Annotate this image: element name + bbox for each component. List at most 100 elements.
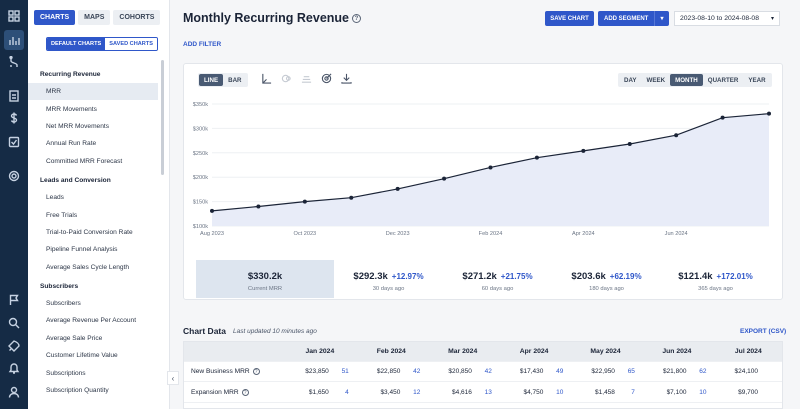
chart-type-line[interactable]: LINE — [199, 74, 224, 86]
grid-icon[interactable] — [4, 6, 24, 26]
last-updated-text: Last updated 10 minutes ago — [233, 328, 317, 335]
export-csv-link[interactable]: EXPORT (CSV) — [740, 328, 787, 335]
chart-item-mrr-movements[interactable]: MRR Movements — [46, 105, 97, 113]
column-header: Jun 2024 — [662, 348, 692, 355]
add-segment-button[interactable]: ADD SEGMENT — [598, 11, 654, 26]
period-day[interactable]: DAY — [624, 76, 637, 84]
date-range-text: 2023-08-10 to 2024-08-08 — [680, 15, 759, 22]
collapse-panel-button[interactable]: ‹ — [167, 371, 179, 385]
cell-count-link[interactable]: 65 — [627, 368, 635, 375]
chart-item-leads[interactable]: Leads — [46, 194, 64, 202]
cell-amount: $7,100 — [666, 389, 687, 396]
table-cell: $1,458 7 — [569, 389, 641, 396]
save-chart-button[interactable]: SAVE CHART — [545, 11, 594, 26]
row-label-text: Expansion MRR — [191, 389, 239, 396]
column-header: Jan 2024 — [305, 348, 335, 355]
flag-icon[interactable] — [4, 290, 24, 310]
cell-count-link[interactable]: 49 — [556, 368, 564, 375]
table-cell: $7,100 10 — [641, 389, 713, 396]
stat-change: +172.01% — [716, 272, 753, 281]
panel-tabs: CHARTS MAPS COHORTS — [34, 10, 161, 25]
settings-icon[interactable] — [4, 166, 24, 186]
rocket-icon[interactable] — [4, 336, 24, 356]
dollar-icon[interactable] — [4, 108, 24, 128]
cell-amount: $17,430 — [519, 368, 544, 375]
report-icon[interactable] — [4, 86, 24, 106]
chart-item-pipeline-funnel-analysis[interactable]: Pipeline Funnel Analysis — [46, 246, 118, 254]
chart-item-average-sale-price[interactable]: Average Sale Price — [46, 334, 103, 342]
cell-count-link[interactable]: 4 — [345, 389, 349, 396]
add-segment-dropdown[interactable]: ▾ — [654, 11, 669, 26]
user-icon[interactable] — [4, 382, 24, 402]
date-range-picker[interactable]: 2023-08-10 to 2024-08-08 ▾ — [674, 11, 780, 26]
data-point — [256, 204, 261, 209]
stat-value: $330.2k — [247, 271, 283, 282]
route-icon[interactable] — [4, 52, 24, 72]
period-month[interactable]: MONTH — [670, 74, 703, 86]
chart-item-subscribers[interactable]: Subscribers — [46, 300, 81, 308]
column-header: Jul 2024 — [734, 348, 762, 355]
chart-item-net-mrr-movements[interactable]: Net MRR Movements — [46, 122, 110, 130]
bell-icon[interactable] — [4, 358, 24, 378]
period-year[interactable]: YEAR — [748, 76, 766, 84]
cell-count-link[interactable]: 42 — [413, 368, 421, 375]
tab-cohorts[interactable]: COHORTS — [113, 10, 161, 25]
cell-count-link[interactable]: 62 — [699, 368, 707, 375]
download-icon[interactable] — [340, 72, 353, 85]
cell-amount: $4,750 — [523, 389, 544, 396]
x-tick-label: Apr 2024 — [572, 231, 595, 237]
help-icon[interactable]: ? — [241, 389, 249, 396]
tab-maps[interactable]: MAPS — [78, 10, 111, 25]
panel-scrollbar[interactable] — [161, 60, 164, 175]
help-icon[interactable]: ? — [252, 368, 260, 375]
cell-amount: $3,450 — [380, 389, 401, 396]
chart-item-trial-to-paid-conversion-rate[interactable]: Trial-to-Paid Conversion Rate — [46, 228, 133, 236]
chevron-down-icon: ▾ — [770, 16, 774, 22]
cell-amount: $1,458 — [595, 389, 615, 396]
subtab-default-charts[interactable]: DEFAULT CHARTS — [47, 38, 106, 50]
chart-item-mrr[interactable]: MRR — [28, 83, 158, 101]
cell-count-link[interactable]: 13 — [484, 389, 492, 396]
table-cell: $17,430 49 — [498, 368, 570, 375]
cell-count-link[interactable]: 7 — [631, 389, 635, 396]
data-point — [627, 142, 632, 147]
add-filter-link[interactable]: ADD FILTER — [183, 41, 222, 48]
data-point — [349, 195, 354, 200]
bar-chart-icon[interactable] — [4, 30, 24, 50]
goal-icon[interactable] — [320, 72, 333, 85]
section-heading: Leads and Conversion — [40, 176, 111, 184]
chart-item-average-sales-cycle-length[interactable]: Average Sales Cycle Length — [46, 263, 130, 271]
cell-count-link[interactable]: 10 — [699, 389, 707, 396]
x-tick-label: Oct 2023 — [293, 231, 316, 237]
chart-type-bar[interactable]: BAR — [228, 76, 242, 84]
chart-item-customer-lifetime-value[interactable]: Customer Lifetime Value — [46, 352, 118, 360]
axis-icon[interactable] — [260, 72, 273, 85]
x-tick-label: Jun 2024 — [665, 231, 688, 237]
data-point — [210, 208, 214, 213]
cell-amount: $21,800 — [662, 368, 687, 375]
chart-item-subscription-quantity[interactable]: Subscription Quantity — [46, 387, 109, 395]
data-point — [674, 133, 679, 138]
cell-count-link[interactable]: 10 — [556, 389, 564, 396]
cell-count-link[interactable]: 12 — [413, 389, 421, 396]
chart-item-subscriptions[interactable]: Subscriptions — [46, 369, 86, 377]
cell-count-link[interactable]: 42 — [484, 368, 492, 375]
chart-item-committed-mrr-forecast[interactable]: Committed MRR Forecast — [46, 157, 123, 165]
help-icon[interactable]: ? — [352, 14, 361, 24]
stat-change: +62.19% — [609, 272, 642, 281]
chart-item-free-trials[interactable]: Free Trials — [46, 211, 78, 219]
cell-amount: $22,950 — [591, 368, 615, 375]
tab-charts[interactable]: CHARTS — [34, 10, 76, 25]
cell-count-link[interactable]: 51 — [341, 368, 349, 375]
chart-subtabs: DEFAULT CHARTS SAVED CHARTS — [46, 37, 158, 51]
search-icon[interactable] — [4, 313, 24, 333]
table-cell: $4,616 13 — [426, 389, 498, 396]
subtab-saved-charts[interactable]: SAVED CHARTS — [105, 38, 157, 50]
stat-row: $292.3k +12.97% — [353, 266, 423, 284]
check-icon[interactable] — [4, 132, 24, 152]
period-week[interactable]: WEEK — [646, 76, 666, 84]
chart-item-average-revenue-per-account[interactable]: Average Revenue Per Account — [46, 317, 137, 325]
table-cell: $1,650 4 — [283, 389, 355, 396]
chart-item-annual-run-rate[interactable]: Annual Run Rate — [46, 140, 97, 148]
period-quarter[interactable]: QUARTER — [707, 76, 739, 84]
